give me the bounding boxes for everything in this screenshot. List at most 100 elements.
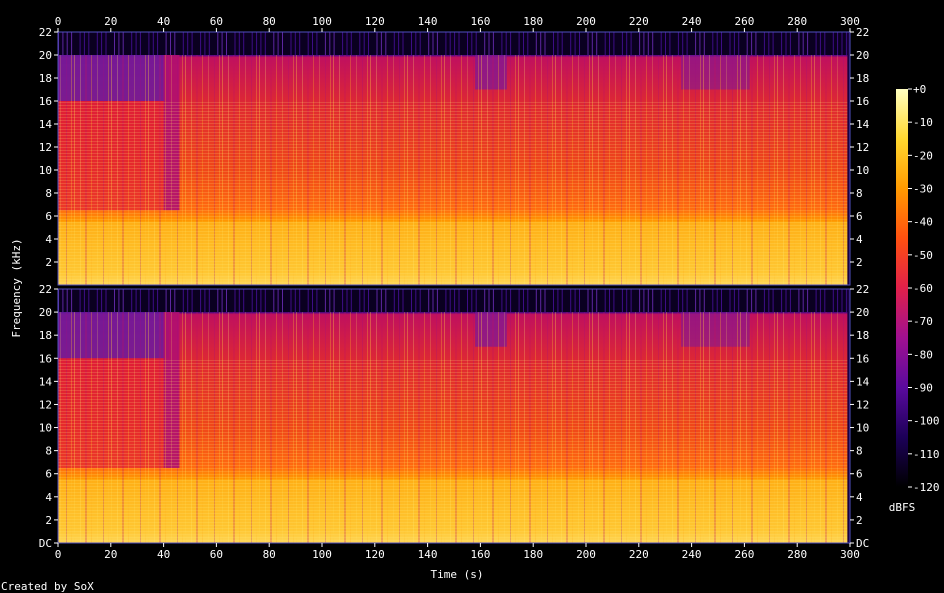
hf-spike [273,289,275,313]
hf-spike [703,289,705,313]
hf-spike [359,289,361,313]
hf-spike [449,32,451,55]
hf-spike [845,32,847,55]
hf-spike [682,289,684,313]
hf-spike [837,32,839,55]
hf-spike [264,289,266,313]
hf-spike [703,32,705,55]
hf-spike [802,32,804,55]
hf-spike [570,289,572,313]
hf-spike [587,32,589,55]
y-tick-label-right: 6 [856,210,863,223]
hf-spike [621,32,623,55]
hf-spike [815,289,817,313]
hf-spike [484,32,486,55]
hf-spike [277,32,279,55]
y-tick-label-right: 12 [856,398,869,411]
hf-spike [217,289,219,313]
hf-spike [307,289,309,313]
colorbar-tick-label: -90 [913,382,933,395]
hf-spike [695,32,697,55]
hf-spike [411,289,412,313]
hf-spike [785,32,787,55]
hf-spike [458,32,460,55]
x-tick-label-top: 280 [787,15,807,28]
hf-spike [131,32,133,55]
hf-spike [647,32,649,55]
hf-spike [79,289,81,313]
y-tick-label: 16 [39,352,52,365]
hf-spike [630,289,632,313]
hf-spike [699,289,701,313]
hf-spike [604,32,606,55]
y-tick-label-right: 4 [856,233,863,246]
hf-spike [475,289,477,313]
hf-spike [376,289,378,313]
hf-spike [738,289,740,313]
hf-spike [505,289,507,313]
y-tick-label-right: 18 [856,72,869,85]
hf-spike [380,289,382,313]
hf-spike [415,289,417,313]
hf-spike [299,32,301,55]
hf-spike [841,32,843,55]
harmonic-texture [58,358,850,543]
colorbar-tick-label: -10 [913,116,933,129]
hf-spike [772,32,774,55]
x-tick-label-top: 300 [840,15,860,28]
hf-spike [467,32,468,55]
hf-spike [66,289,68,313]
y-tick-label: 12 [39,141,52,154]
hf-spike [243,32,245,55]
hf-spike [398,32,400,55]
hf-spike [376,32,378,55]
hf-spike [122,289,124,313]
hf-spike [527,32,529,55]
hf-spike [200,289,202,313]
hf-spike [643,32,645,55]
y-tick-label: 10 [39,422,52,435]
hf-spike [488,289,490,313]
hf-spike [88,32,90,55]
hf-spike [256,32,258,55]
hf-spike [652,32,654,55]
hf-spike [234,32,236,55]
y-tick-label-right: 18 [856,329,869,342]
hf-spike [208,32,210,55]
hf-spike [71,289,73,313]
hf-spike [165,289,167,313]
hf-spike [789,289,791,313]
hf-spike [535,32,537,55]
credit-label: Created by SoX [1,580,94,593]
hf-spike [781,32,783,55]
hf-spike [187,32,189,55]
hf-spike [665,32,666,55]
hf-spike [639,32,641,55]
hf-spike [256,289,258,313]
hf-spike [312,32,313,55]
colorbar-tick-label: -70 [913,315,933,328]
hf-spike [544,289,546,313]
x-tick-label-bottom: 160 [470,548,490,561]
y-axis-label: Frequency (kHz) [10,238,23,337]
hf-spike [454,32,456,55]
hf-spike [157,289,159,313]
y-tick-label-right: 16 [856,352,869,365]
colorbar-tick-label: -40 [913,216,933,229]
hf-spike [574,32,576,55]
hf-spike [260,289,262,313]
x-tick-label-top: 40 [157,15,170,28]
hf-spike [751,289,753,313]
x-tick-label-top: 120 [365,15,385,28]
x-tick-label-bottom: 280 [787,548,807,561]
high-band [58,289,850,313]
x-tick-label-top: 160 [470,15,490,28]
hf-spike [299,289,301,313]
hf-spike [346,289,348,313]
x-tick-label-top: 20 [104,15,117,28]
hf-spike [432,289,434,313]
hf-spike [540,32,542,55]
hf-spike [609,32,610,55]
hf-spike [781,289,783,313]
hf-spike [798,32,800,55]
